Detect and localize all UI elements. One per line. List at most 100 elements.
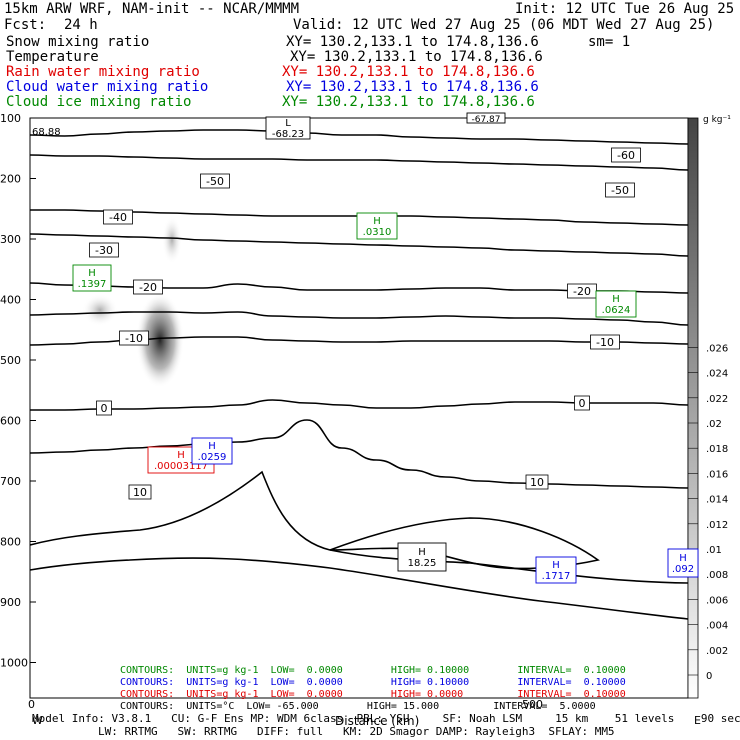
extremum-value: 68.88 bbox=[32, 127, 61, 138]
y-tick-label: 200 bbox=[0, 173, 21, 186]
colorbar-tick-label: .018 bbox=[706, 444, 728, 455]
extremum-type: L bbox=[285, 118, 291, 129]
forecast-label: Fcst: bbox=[4, 17, 47, 33]
extremum-marker: H.092 bbox=[667, 548, 699, 578]
contour-label-box bbox=[96, 400, 112, 416]
colorbar-unit: g kg⁻¹ bbox=[703, 115, 731, 125]
field-name-rain: Rain water mixing ratio bbox=[6, 64, 200, 80]
contour-label: -10 bbox=[125, 332, 143, 345]
temperature-contours bbox=[29, 129, 689, 489]
extremum-value: .0259 bbox=[198, 452, 227, 463]
extremum-marker: H.0310 bbox=[356, 212, 398, 240]
colorbar-tick-label: .008 bbox=[706, 570, 728, 581]
terrain-contour-low bbox=[29, 557, 689, 620]
colorbar-tick-label: .022 bbox=[706, 394, 728, 405]
colorbar-tick-label: .014 bbox=[706, 495, 728, 506]
extrema-markers: L-68.2368.88-67.87H.0310H.1397H.0624H.00… bbox=[32, 112, 699, 584]
field-xy-rain: XY= 130.2,133.1 to 174.8,136.6 bbox=[282, 64, 535, 80]
extremum-type: H bbox=[177, 450, 185, 461]
contour-info-temperature: CONTOURS: UNITS=°C LOW= -65.000 HIGH= 15… bbox=[120, 701, 596, 712]
model-title: 15km ARW WRF, NAM-init -- NCAR/MMMM bbox=[4, 1, 300, 17]
contour-label-box bbox=[103, 209, 133, 225]
extremum-marker: L-68.23 bbox=[265, 116, 311, 140]
contour-label-box bbox=[119, 330, 149, 346]
y-tick-label: 800 bbox=[0, 536, 21, 549]
field-xy-cloud-water: XY= 130.2,133.1 to 174.8,136.6 bbox=[286, 79, 539, 95]
y-tick-label: 900 bbox=[0, 596, 21, 609]
extremum-marker: H.0624 bbox=[595, 290, 637, 318]
contour-label-box bbox=[525, 474, 549, 490]
colorbar-tick-label: .026 bbox=[706, 343, 728, 354]
extremum-marker: -67.87 bbox=[466, 112, 506, 125]
contour-label: -50 bbox=[206, 175, 224, 188]
contour-label-box bbox=[133, 279, 163, 295]
contour-label-box bbox=[128, 484, 152, 500]
extremum-value: -67.87 bbox=[471, 115, 500, 125]
extremum-value: .1717 bbox=[542, 571, 571, 582]
contour-info-cloud-water: CONTOURS: UNITS=g kg-1 LOW= 0.0000 HIGH=… bbox=[120, 677, 626, 688]
x-end-east: E bbox=[694, 714, 701, 727]
field-xy-temperature: XY= 130.2,133.1 to 174.8,136.6 bbox=[290, 49, 543, 65]
contour-line bbox=[29, 154, 689, 171]
x-tick-500: 500 bbox=[522, 698, 543, 711]
extremum-value: -68.23 bbox=[272, 129, 304, 140]
y-tick-label: 1000 bbox=[0, 657, 28, 670]
contour-info-cloud-ice: CONTOURS: UNITS=g kg-1 LOW= 0.0000 HIGH=… bbox=[120, 665, 626, 676]
colorbar-tick-label: .016 bbox=[706, 469, 728, 480]
contour-line bbox=[29, 233, 689, 257]
valid-time: Valid: 12 UTC Wed 27 Aug 25 (06 MDT Wed … bbox=[293, 17, 715, 33]
y-tick-label: 300 bbox=[0, 233, 21, 246]
extremum-marker: H.0259 bbox=[191, 437, 233, 465]
extremum-type: H bbox=[552, 560, 560, 571]
colorbar-tick-label: .004 bbox=[706, 621, 728, 632]
extremum-value: .0624 bbox=[602, 305, 631, 316]
x-end-west: W bbox=[32, 714, 43, 727]
extremum-type: H bbox=[612, 294, 620, 305]
contour-label: -60 bbox=[617, 149, 635, 162]
extremum-type: H bbox=[373, 216, 381, 227]
field-xy-snow: XY= 130.2,133.1 to 174.8,136.6 bbox=[286, 34, 539, 50]
extremum-marker: H18.25 bbox=[397, 542, 447, 572]
snow-shading-main bbox=[136, 292, 184, 388]
colorbar-tick-label: 0 bbox=[706, 671, 712, 682]
x-tick-0: 0 bbox=[28, 698, 35, 711]
field-name-cloud-ice: Cloud ice mixing ratio bbox=[6, 94, 192, 110]
colorbar-tick-label: .01 bbox=[706, 545, 722, 556]
y-tick-label: 600 bbox=[0, 415, 21, 428]
colorbar-tick-label: .024 bbox=[706, 369, 728, 380]
extremum-value: .00003117 bbox=[154, 461, 208, 472]
extremum-value: .0310 bbox=[363, 227, 392, 238]
contour-label: -20 bbox=[139, 281, 157, 294]
contour-label: 0 bbox=[579, 397, 586, 410]
colorbar-tick-label: .002 bbox=[706, 646, 728, 657]
extremum-type: H bbox=[418, 547, 426, 558]
colorbar-tick-label: .012 bbox=[706, 520, 728, 531]
contour-label: -20 bbox=[573, 285, 591, 298]
snow-shading-left bbox=[82, 294, 118, 326]
extremum-value: 18.25 bbox=[408, 558, 437, 569]
contour-label: -40 bbox=[109, 211, 127, 224]
extremum-marker: H.1717 bbox=[535, 556, 577, 584]
extremum-value: .1397 bbox=[78, 279, 107, 290]
contour-label-box bbox=[200, 173, 230, 189]
extremum-value: .092 bbox=[672, 564, 694, 575]
contour-label-box bbox=[605, 182, 635, 198]
y-tick-label: 100 bbox=[0, 112, 21, 125]
contour-label: 10 bbox=[530, 476, 544, 489]
colorbar-tick-label: .006 bbox=[706, 595, 728, 606]
contour-info-rain: CONTOURS: UNITS=g kg-1 LOW= 0.0000 HIGH=… bbox=[120, 689, 626, 700]
colorbar-tick-label: .02 bbox=[706, 419, 722, 430]
contour-label: 0 bbox=[101, 402, 108, 415]
contour-label: -50 bbox=[611, 184, 629, 197]
forecast-value: 24 h bbox=[64, 17, 98, 33]
extremum-marker: 68.88 bbox=[32, 127, 61, 138]
extremum-marker: H.1397 bbox=[72, 264, 112, 292]
contour-line bbox=[29, 419, 689, 489]
contour-label: -30 bbox=[95, 244, 113, 257]
field-name-temperature: Temperature bbox=[6, 49, 99, 65]
field-name-snow: Snow mixing ratio bbox=[6, 34, 150, 50]
contour-label-box bbox=[574, 395, 590, 411]
contour-label: 10 bbox=[133, 486, 147, 499]
colorbar bbox=[687, 117, 699, 699]
